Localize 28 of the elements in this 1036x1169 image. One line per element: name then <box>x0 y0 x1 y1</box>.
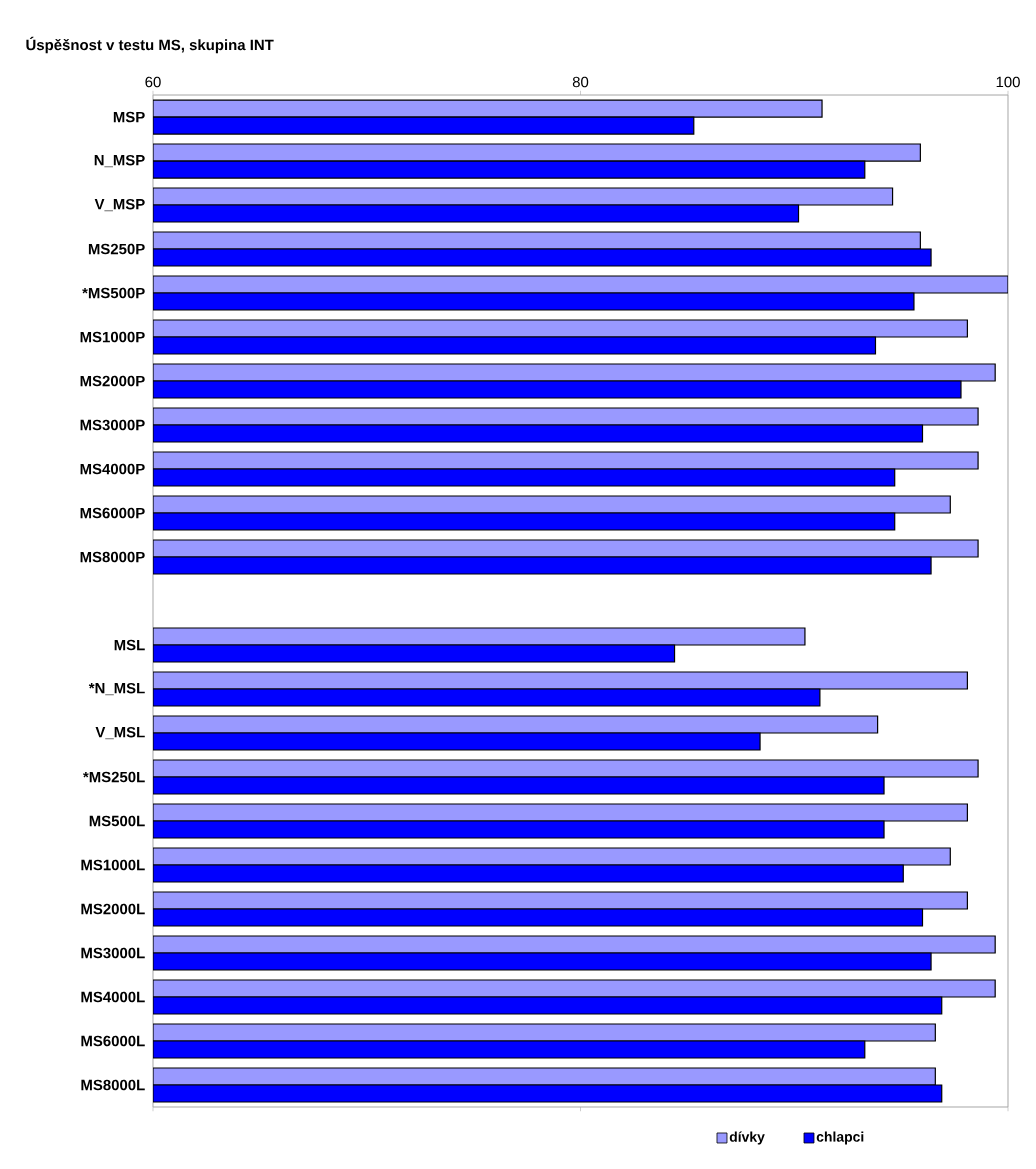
y-tick-label: MS8000P <box>80 551 145 563</box>
y-tick-label: MS6000P <box>80 507 145 519</box>
y-tick-label: MS250P <box>88 243 145 255</box>
x-tick-label: 80 <box>572 76 589 88</box>
x-tick-label: 60 <box>145 76 161 88</box>
y-tick-label: MSP <box>113 111 145 123</box>
chart-title: Úspěšnost v testu MS, skupina INT <box>26 36 274 54</box>
legend-label: dívky <box>729 1131 765 1145</box>
x-tick-label: 100 <box>996 76 1020 88</box>
y-tick-label: MS4000L <box>81 991 145 1003</box>
y-tick-label: MS2000P <box>80 375 145 387</box>
y-tick-label: MS8000L <box>81 1079 145 1091</box>
y-tick-label: MS3000P <box>80 419 145 431</box>
y-tick-label: MS6000L <box>81 1035 145 1047</box>
y-tick-label: MS2000L <box>81 903 145 915</box>
y-tick-label: *N_MSL <box>88 682 145 696</box>
y-tick-label: MS4000P <box>80 463 145 475</box>
y-tick-label: V_MSL <box>95 726 145 740</box>
legend-label: chlapci <box>816 1131 864 1145</box>
y-tick-label: *MS250L <box>82 771 145 783</box>
y-tick-label: *MS500P <box>82 287 145 299</box>
y-tick-label: MSL <box>114 639 145 651</box>
y-tick-label: N_MSP <box>94 154 145 168</box>
y-tick-label: V_MSP <box>94 198 145 212</box>
y-tick-label: MS500L <box>89 815 145 827</box>
y-tick-label: MS3000L <box>81 947 145 959</box>
y-tick-label: MS1000L <box>81 859 145 871</box>
y-tick-label: MS1000P <box>80 331 145 343</box>
